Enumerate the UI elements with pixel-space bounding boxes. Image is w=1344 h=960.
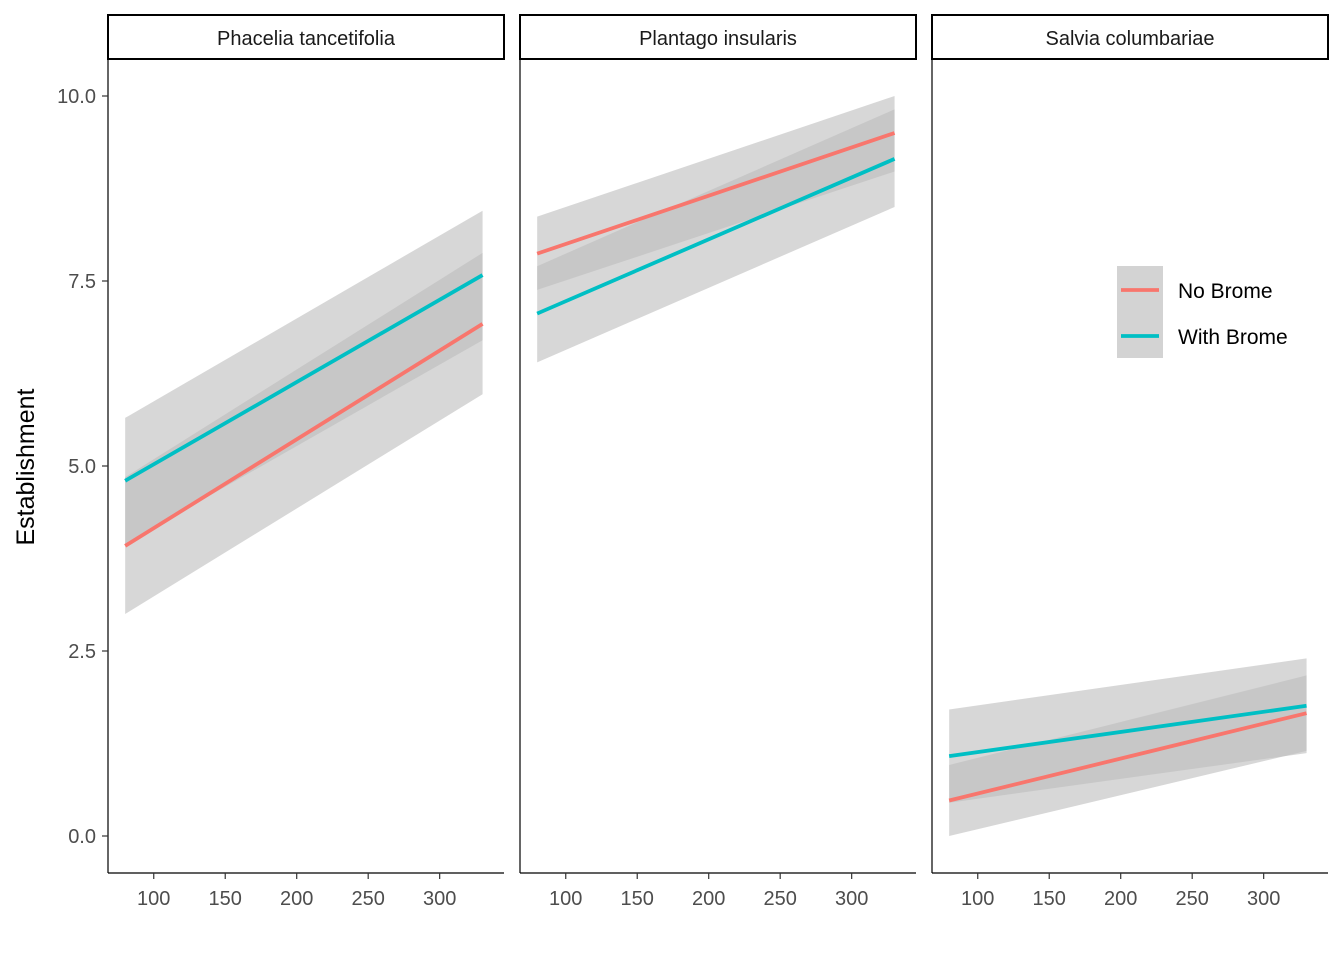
line-no-brome bbox=[124, 322, 484, 548]
line-with-brome bbox=[536, 157, 896, 316]
legend-label: No Brome bbox=[1178, 280, 1273, 303]
x-tick-label: 300 bbox=[1247, 888, 1280, 910]
y-tick-label: 5.0 bbox=[68, 456, 96, 478]
panel-3: Salvia columbariae 100 150 200 250 300 bbox=[931, 14, 1329, 910]
y-axis-title: Establishment bbox=[12, 388, 40, 545]
strip-title: Phacelia tancetifolia bbox=[217, 28, 396, 50]
line-with-brome bbox=[948, 703, 1307, 758]
x-tick-label: 150 bbox=[1033, 888, 1066, 910]
line-no-brome bbox=[536, 131, 896, 256]
line-no-brome bbox=[948, 711, 1308, 803]
legend: No Brome With Brome bbox=[1117, 266, 1288, 358]
x-tick-label: 300 bbox=[423, 888, 456, 910]
strip-title: Plantago insularis bbox=[639, 28, 797, 50]
strip-box bbox=[931, 14, 1329, 60]
x-tick-label: 200 bbox=[1104, 888, 1137, 910]
x-tick-label: 100 bbox=[549, 888, 582, 910]
strip-box bbox=[519, 14, 917, 60]
legend-label: With Brome bbox=[1178, 326, 1288, 349]
y-tick-label: 7.5 bbox=[68, 271, 96, 293]
x-tick-label: 150 bbox=[209, 888, 242, 910]
strip-box bbox=[107, 14, 505, 60]
strip-title: Salvia columbariae bbox=[1046, 28, 1215, 50]
x-tick-label: 250 bbox=[352, 888, 385, 910]
x-tick-label: 200 bbox=[692, 888, 725, 910]
panel-2: Plantago insularis 100 150 200 250 300 bbox=[519, 14, 917, 910]
x-tick-label: 200 bbox=[280, 888, 313, 910]
x-tick-label: 100 bbox=[137, 888, 170, 910]
x-tick-label: 250 bbox=[764, 888, 797, 910]
y-tick-label: 0.0 bbox=[68, 826, 96, 848]
x-tick-label: 300 bbox=[835, 888, 868, 910]
line-with-brome bbox=[124, 273, 484, 483]
panels-layer: Phacelia tancetifolia 0.0 2.5 5.0 7.5 10.0 100… bbox=[57, 14, 1329, 910]
legend-key-background bbox=[1117, 266, 1163, 358]
y-tick-label: 2.5 bbox=[68, 641, 96, 663]
x-tick-label: 250 bbox=[1176, 888, 1209, 910]
x-tick-label: 150 bbox=[621, 888, 654, 910]
x-tick-label: 100 bbox=[961, 888, 994, 910]
panel-1: Phacelia tancetifolia 0.0 2.5 5.0 7.5 10.0 100… bbox=[57, 14, 505, 910]
y-tick-label: 10.0 bbox=[57, 86, 96, 108]
